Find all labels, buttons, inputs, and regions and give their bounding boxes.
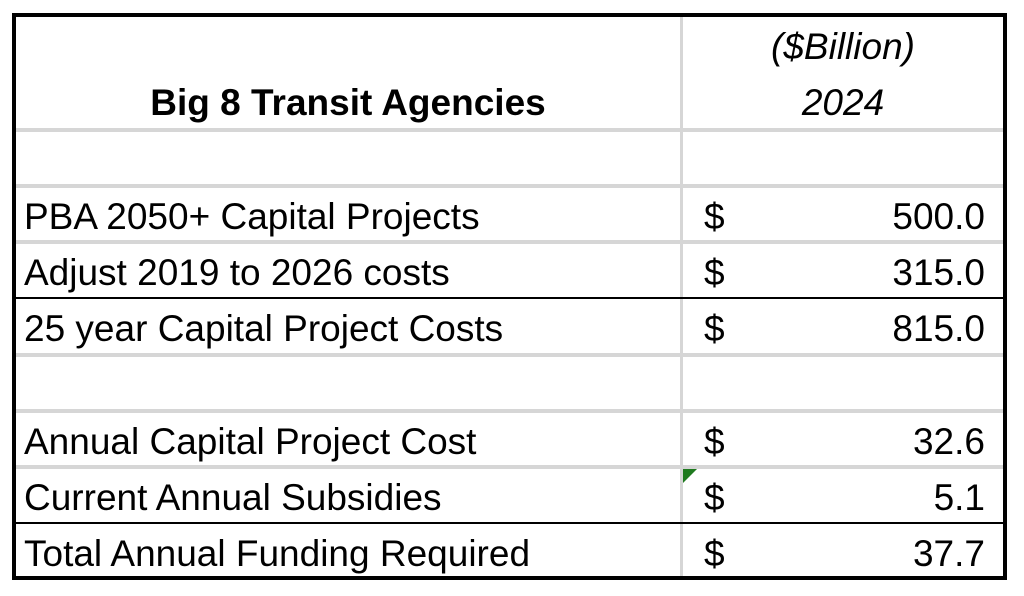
- column-divider: [680, 17, 683, 576]
- row-value: 815.0: [892, 308, 985, 349]
- row-border: [16, 409, 1003, 413]
- row-value: 37.7: [912, 533, 985, 574]
- row-label: 25 year Capital Project Costs: [24, 308, 504, 349]
- row-value: 5.1: [933, 477, 985, 518]
- currency-symbol: $: [704, 533, 725, 574]
- row-label: Current Annual Subsidies: [24, 477, 442, 518]
- currency-symbol: $: [704, 421, 725, 462]
- currency-symbol: $: [704, 308, 725, 349]
- currency-symbol: $: [704, 252, 725, 293]
- unit-label: ($Billion): [771, 26, 915, 67]
- comment-indicator-icon[interactable]: [683, 469, 697, 483]
- row-value: 32.6: [912, 421, 985, 462]
- year-label: 2024: [801, 82, 885, 123]
- row-border: [16, 297, 1003, 299]
- row-border: [16, 184, 1003, 188]
- row-label: Annual Capital Project Cost: [24, 421, 477, 462]
- row-label: PBA 2050+ Capital Projects: [24, 196, 480, 237]
- row-label: Adjust 2019 to 2026 costs: [24, 252, 450, 293]
- row-border: [16, 353, 1003, 357]
- row-border: [16, 240, 1003, 244]
- funding-table: Big 8 Transit Agencies ($Billion) 2024 P…: [12, 13, 1007, 580]
- row-border: [16, 465, 1003, 469]
- currency-symbol: $: [704, 477, 725, 518]
- row-value: 500.0: [892, 196, 985, 237]
- table-title: Big 8 Transit Agencies: [150, 82, 546, 123]
- row-border: [16, 522, 1003, 524]
- row-value: 315.0: [892, 252, 985, 293]
- row-label: Total Annual Funding Required: [24, 533, 531, 574]
- currency-symbol: $: [704, 196, 725, 237]
- row-border: [16, 128, 1003, 132]
